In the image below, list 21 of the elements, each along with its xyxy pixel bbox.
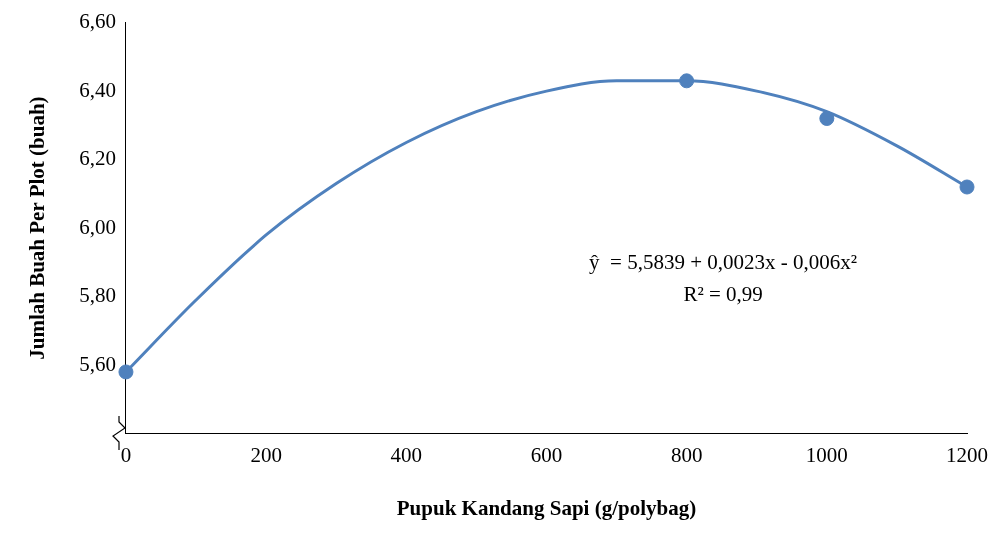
y-tick-label: 6,60 (79, 9, 116, 34)
x-tick-label: 1000 (805, 442, 848, 467)
y-tick-label: 6,20 (79, 146, 116, 171)
annotation: R² = 0,99 (683, 281, 763, 306)
annotation: ŷ = 5,5839 + 0,0023x - 0,006x² (589, 249, 858, 274)
x-tick-label: 1200 (946, 442, 988, 467)
x-tick-label: 200 (250, 442, 282, 467)
y-tick-label: 6,40 (79, 77, 116, 102)
x-tick-label: 400 (390, 442, 423, 467)
x-tick-label: 600 (530, 442, 563, 467)
y-tick-label: 5,80 (79, 283, 116, 308)
y-axis-title: Jumlah Buah Per Plot (buah) (25, 96, 50, 360)
point (679, 73, 695, 89)
x-tick-label: 0 (120, 442, 132, 467)
y-tick-label: 6,00 (79, 214, 116, 239)
x-axis-title: Pupuk Kandang Sapi (g/polybag) (396, 495, 697, 520)
point (959, 179, 975, 195)
x-tick-label: 800 (670, 442, 703, 467)
y-tick-label: 5,60 (79, 351, 116, 376)
point (819, 111, 835, 126)
point (118, 364, 134, 380)
